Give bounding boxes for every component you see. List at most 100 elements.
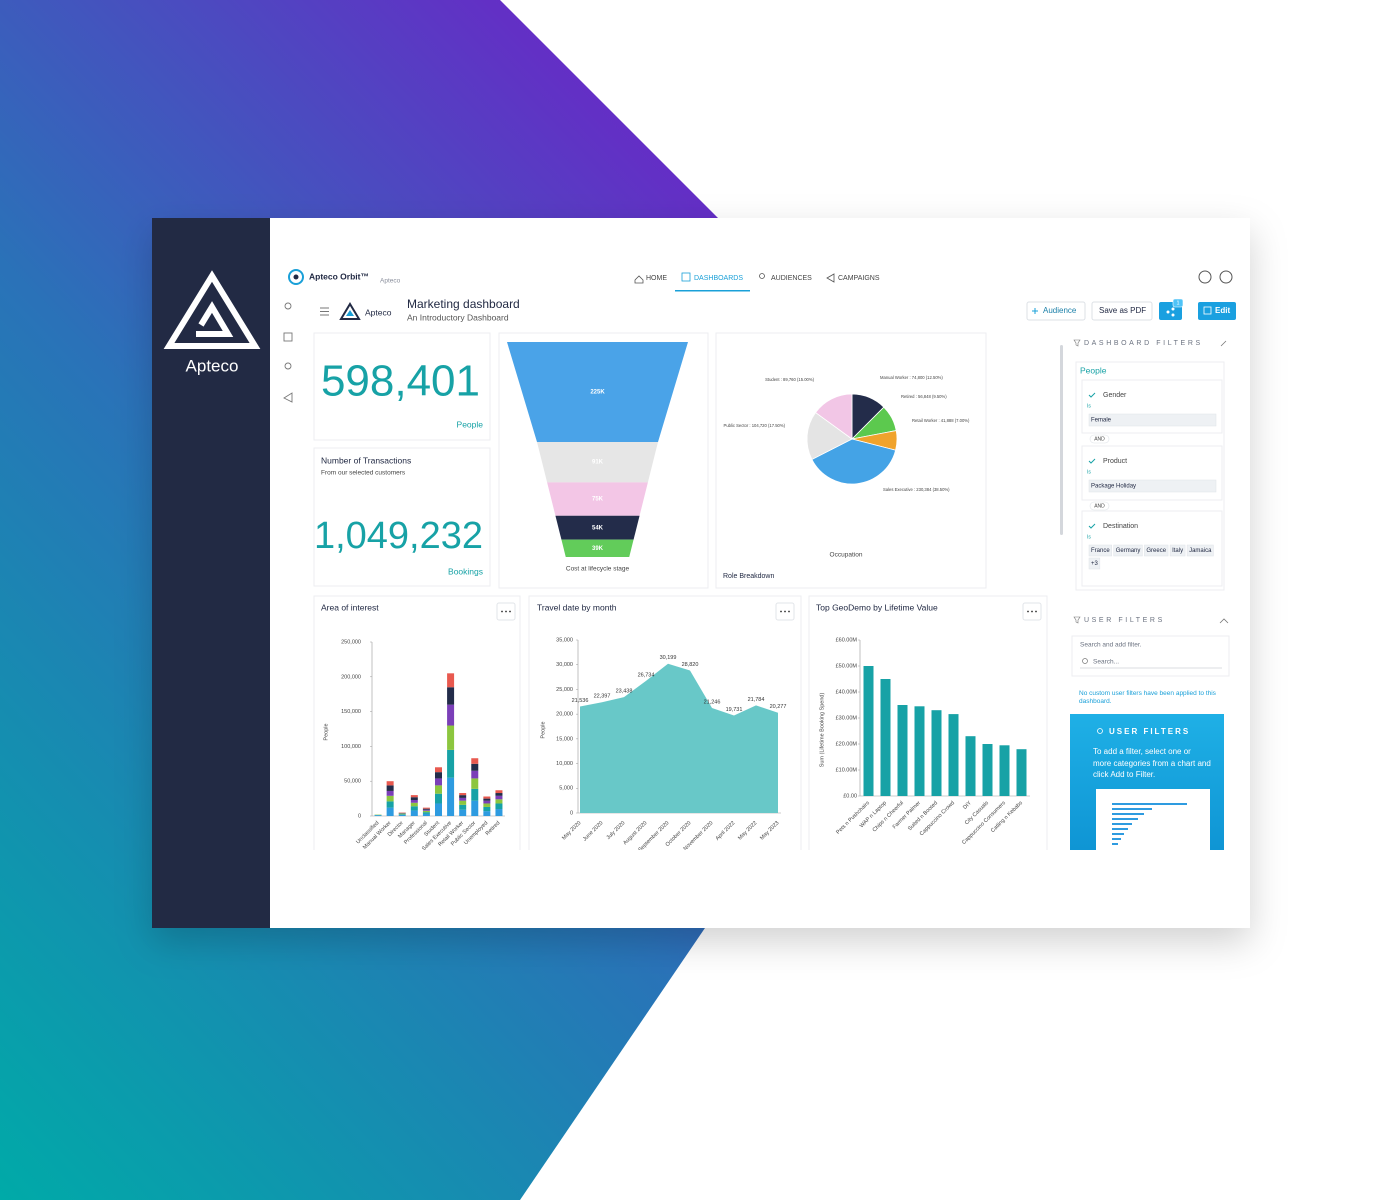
filter-chip-label: +3 xyxy=(1091,561,1099,567)
bar-segment xyxy=(483,796,491,799)
bar-segment xyxy=(483,800,491,804)
search-input[interactable]: Search... xyxy=(1093,659,1119,666)
bar-segment xyxy=(422,812,430,814)
kpi-value: 598,401 xyxy=(321,357,480,406)
funnel-label: 75K xyxy=(592,497,604,503)
account-icon[interactable] xyxy=(1219,270,1233,284)
help-icon[interactable] xyxy=(1198,270,1212,284)
button-label[interactable]: Save as PDF xyxy=(1099,306,1146,315)
check-icon xyxy=(1088,458,1096,464)
pie-caption: Occupation xyxy=(830,552,863,559)
menu-dot xyxy=(509,610,511,613)
y-tick-label: 250,000 xyxy=(341,639,361,645)
y-axis-label: People xyxy=(323,723,329,740)
pie-slice xyxy=(811,438,897,485)
kpi-title: Number of Transactions xyxy=(321,455,411,465)
y-axis-label: Sum (Lifetime Booking Spend) xyxy=(819,693,825,768)
brand-name: Apteco xyxy=(186,356,239,375)
bar-segment xyxy=(422,808,430,810)
funnel-stage xyxy=(507,342,688,442)
bar-segment xyxy=(386,795,394,802)
side-icon[interactable] xyxy=(283,392,293,403)
pie-slice xyxy=(806,411,853,460)
pie-slice xyxy=(815,393,853,440)
joiner xyxy=(1089,434,1110,444)
menu-dot xyxy=(505,610,507,613)
dashboard-title: Marketing dashboard xyxy=(407,297,520,311)
bar-segment xyxy=(422,810,430,813)
menu-dot xyxy=(1027,610,1029,613)
menu-dot xyxy=(1031,610,1033,613)
filters-title: DASHBOARD FILTERS xyxy=(1084,340,1203,347)
y-tick-label: 0 xyxy=(570,810,573,816)
menu-dot xyxy=(788,610,790,613)
system-name: Apteco xyxy=(380,278,401,285)
y-tick-label: 20,000 xyxy=(556,712,573,718)
bar-segment xyxy=(410,797,418,800)
search-box xyxy=(1071,635,1230,677)
nav-underline xyxy=(675,290,750,292)
y-tick-label: £30.00M xyxy=(836,715,858,721)
bar-segment xyxy=(471,758,479,764)
side-icon[interactable] xyxy=(284,302,292,310)
bar-segment xyxy=(410,795,418,798)
nav-item[interactable]: HOME xyxy=(646,275,667,282)
bar xyxy=(999,745,1010,796)
menu-icon[interactable] xyxy=(320,307,329,316)
filter-icon xyxy=(1073,616,1081,624)
dashboard: Apteco Orbit™ Apteco HOME DASHBOARDS AUD… xyxy=(283,269,1236,850)
scrollbar[interactable] xyxy=(1060,345,1063,535)
audience-button[interactable] xyxy=(1026,301,1086,321)
bar-segment xyxy=(471,770,479,779)
nav-item[interactable]: CAMPAIGNS xyxy=(838,275,880,282)
pie-label: Retired : 56,848 (9.50%) xyxy=(901,394,947,399)
pie-label: Student : 89,760 (15.00%) xyxy=(765,377,814,382)
menu-dot xyxy=(501,610,503,613)
bar-segment xyxy=(495,795,503,800)
bar-segment xyxy=(447,687,455,705)
button-label[interactable]: Audience xyxy=(1043,306,1077,315)
side-icon[interactable] xyxy=(283,332,293,342)
bar-segment xyxy=(422,813,430,816)
audiences-icon xyxy=(759,273,765,279)
data-label: 23,438 xyxy=(616,689,633,695)
bar xyxy=(880,679,891,796)
y-tick-label: 5,000 xyxy=(559,786,573,792)
collapse-icon[interactable] xyxy=(1219,618,1229,624)
chart-title: Area of interest xyxy=(321,602,379,612)
pie-label: Public Sector : 104,720 (17.50%) xyxy=(724,423,786,428)
edit-button[interactable] xyxy=(1198,302,1236,320)
chart-title: Role Breakdown xyxy=(723,573,774,580)
bar-segment xyxy=(435,767,442,773)
side-icon[interactable] xyxy=(284,362,292,370)
apteco-logo-inner xyxy=(346,310,354,316)
campaigns-icon xyxy=(826,273,835,283)
button-label[interactable]: Edit xyxy=(1215,306,1230,315)
bar-segment xyxy=(471,778,479,789)
bar xyxy=(1016,749,1027,796)
bar-segment xyxy=(495,803,503,810)
edit-filters-icon[interactable] xyxy=(1220,340,1227,347)
nav-item[interactable]: DASHBOARDS xyxy=(694,275,743,282)
joiner xyxy=(1089,501,1110,511)
dashboard-subtitle: An Introductory Dashboard xyxy=(407,312,509,322)
filter-op: Is xyxy=(1087,534,1091,540)
pdf-button[interactable] xyxy=(1091,301,1153,321)
nav-item[interactable]: AUDIENCES xyxy=(771,275,812,282)
y-tick-label: 0 xyxy=(358,813,361,819)
check-icon xyxy=(1088,392,1096,398)
kpi-value: 1,049,232 xyxy=(314,515,483,557)
chart-title: Top GeoDemo by Lifetime Value xyxy=(816,602,938,612)
data-label: 21,784 xyxy=(748,697,765,703)
pie-label: Retail Worker : 41,888 (7.00%) xyxy=(912,418,970,423)
data-label: 26,734 xyxy=(638,672,655,678)
menu-dot xyxy=(780,610,782,613)
share-badge xyxy=(1172,298,1184,308)
bar-segment xyxy=(447,704,455,726)
filter-op: Is xyxy=(1087,403,1091,409)
bar xyxy=(897,705,908,796)
data-label: 21,536 xyxy=(572,698,589,704)
filter-name: Product xyxy=(1103,458,1127,465)
bar-segment xyxy=(410,806,418,811)
